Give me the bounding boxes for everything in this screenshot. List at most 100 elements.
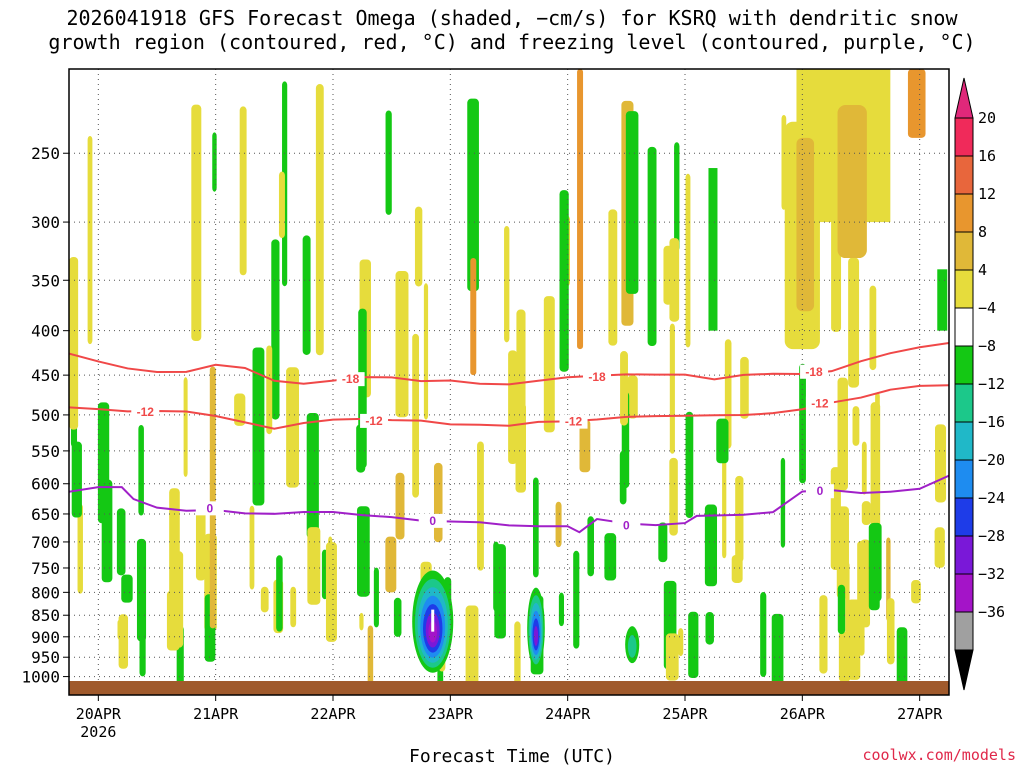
omega-streak [433, 462, 443, 543]
omega-streak [373, 567, 379, 628]
omega-streak [875, 392, 880, 484]
colorbar-label: 16 [978, 147, 996, 165]
omega-streak-strong [470, 258, 477, 376]
omega-streak [516, 309, 526, 436]
omega-streak [166, 590, 180, 651]
omega-streak [69, 256, 79, 430]
colorbar-swatch [954, 155, 974, 195]
colorbar-label: −20 [978, 451, 1005, 469]
omega-streak [573, 550, 580, 649]
temperature-contours: -18 -18 -18 -12 -12 -12 -12 0 0 0 0 [69, 341, 949, 534]
omega-streak [896, 627, 908, 692]
omega-streak [716, 418, 729, 464]
omega-streak [625, 111, 639, 294]
x-tick-label: 21APR [193, 705, 239, 723]
omega-streak [367, 625, 374, 692]
colorbar-swatch [954, 117, 974, 157]
x-tick-label: 23APR [428, 705, 474, 723]
omega-streak [658, 522, 668, 563]
omega-streak [685, 173, 691, 348]
omega-streak [780, 457, 786, 548]
contour-label-bg [559, 414, 588, 429]
omega-streak [627, 375, 638, 419]
colorbar-label: −16 [978, 413, 1005, 431]
omega-streak [71, 441, 82, 518]
x-tick-label: 22APR [310, 705, 356, 723]
x-tick-label: 24APR [545, 705, 591, 723]
colorbar-swatch [954, 535, 974, 575]
omega-streak [799, 363, 806, 484]
omega-streak [412, 333, 419, 498]
omega-streak [760, 592, 767, 677]
omega-streak [477, 441, 484, 571]
omega-streak [771, 613, 784, 687]
omega-streak [358, 308, 367, 469]
omega-streak [847, 599, 861, 680]
omega-streak [935, 424, 947, 503]
omega-streak [191, 104, 202, 342]
omega-streak [234, 393, 246, 426]
omega-ascent-peak [431, 609, 435, 632]
omega-streak [139, 618, 146, 677]
y-tick-label: 400 [31, 322, 60, 341]
omega-streak [423, 283, 429, 420]
omega-streak [619, 450, 627, 505]
contour-label-bg [195, 501, 224, 516]
chart-title-line-2: growth region (contoured, red, °C) and f… [48, 30, 976, 54]
contour-label-bg [805, 484, 834, 499]
omega-streak [647, 146, 657, 347]
omega-streak-strong [577, 69, 584, 350]
omega-streak [252, 347, 265, 506]
omega-streak [212, 132, 217, 192]
colorbar-label: −12 [978, 375, 1005, 393]
colorbar-top-triangle [954, 77, 974, 119]
contour-label-bg [360, 413, 389, 428]
y-tick-label: 550 [31, 442, 60, 461]
omega-streak [848, 257, 860, 388]
omega-streak [869, 285, 877, 371]
omega-streak [543, 296, 555, 433]
credit-link[interactable]: coolwx.com/models [862, 746, 1016, 764]
colorbar-label: −4 [978, 299, 996, 317]
contour-label-bg [131, 405, 160, 420]
omega-streak-strong [209, 366, 216, 629]
omega-streak [393, 597, 402, 637]
contour-label: 0 [206, 501, 213, 515]
omega-ascent-cell [627, 635, 637, 658]
omega-streak [620, 351, 628, 426]
omega-streak [302, 235, 311, 355]
omega-streak [934, 527, 945, 568]
omega-streak [385, 110, 392, 215]
colorbar-label: 20 [978, 109, 996, 127]
omega-streak [467, 98, 479, 292]
omega-streak [138, 424, 144, 516]
colorbar-label: −32 [978, 565, 1005, 583]
omega-streak [183, 377, 188, 477]
omega-streak [286, 367, 299, 488]
contour-label-bg [418, 513, 447, 528]
omega-streak [559, 190, 569, 372]
contour-line [69, 384, 949, 430]
omega-streak [266, 345, 273, 435]
colorbar-swatch [954, 497, 974, 537]
y-tick-label: 850 [31, 606, 60, 625]
colorbar-swatch [954, 573, 974, 613]
omega-streak [722, 454, 727, 559]
omega-streak [579, 419, 591, 473]
omega-streak [669, 323, 675, 454]
x-axis: 20APR 21APR 22APR 23APR 24APR 25APR 26APR 27APR… [76, 695, 943, 741]
omega-streak [886, 598, 895, 665]
omega-streak [669, 457, 678, 536]
colorbar-swatch [954, 611, 974, 651]
ground-strip [69, 681, 949, 695]
omega-streak [861, 501, 871, 526]
y-tick-label: 800 [31, 583, 60, 602]
colorbar-swatch [954, 421, 974, 461]
colorbar-label: −36 [978, 603, 1005, 621]
omega-streak [868, 523, 880, 611]
omega-ascent-cell [533, 626, 539, 646]
contour-label-bg [800, 364, 829, 379]
omega-streak [685, 411, 694, 519]
contour-label-bg [612, 518, 641, 533]
